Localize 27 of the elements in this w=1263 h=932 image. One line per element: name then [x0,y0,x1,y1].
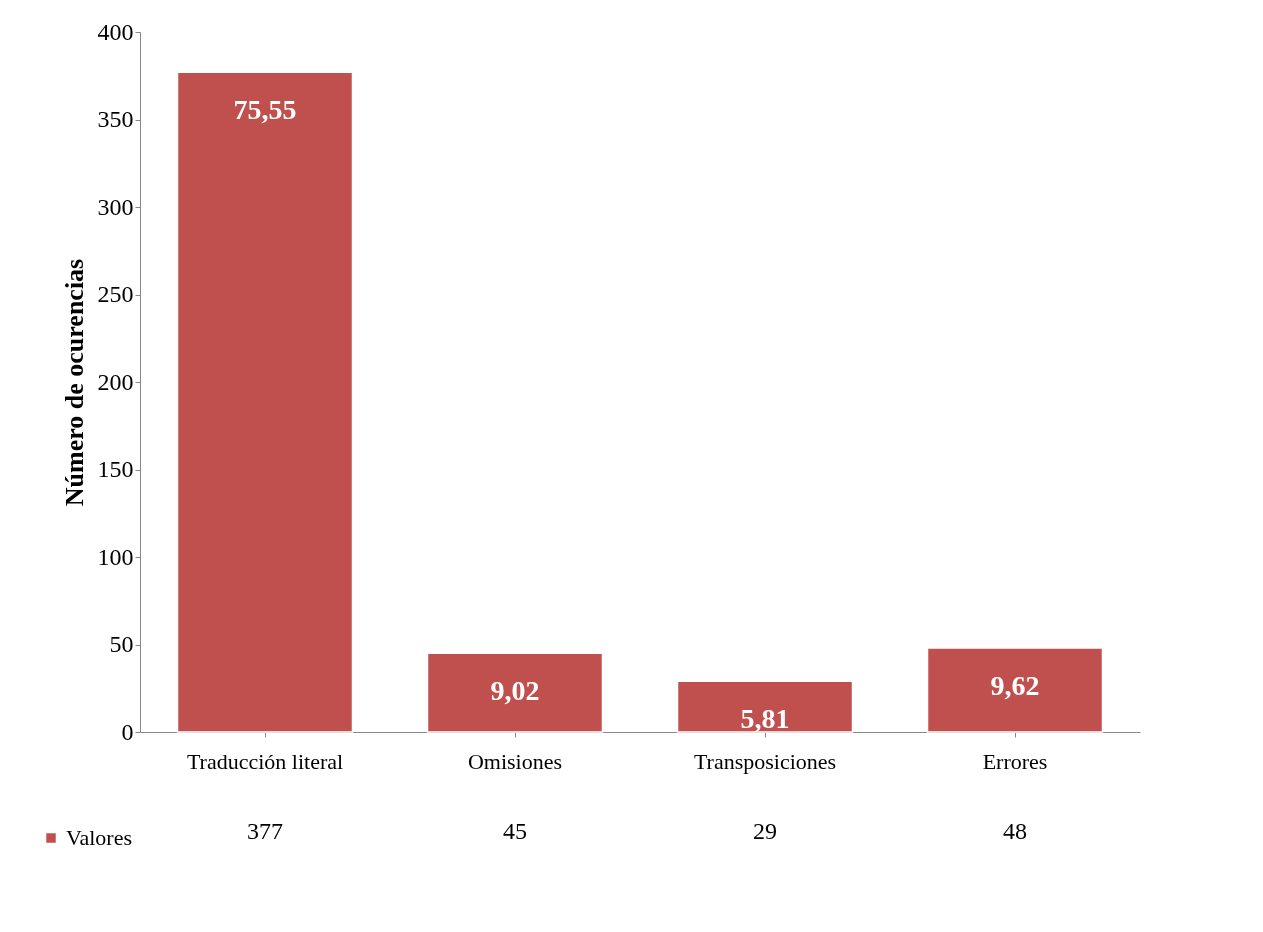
annotation: 9,02 [490,675,540,707]
x-tick-label: Traducción literal [186,748,344,774]
x-tick-label: Omisiones [467,748,563,774]
y-tick-label: 50 [109,631,134,657]
y-tick-label: 200 [97,368,134,395]
y-tick-label: 100 [97,543,134,570]
data-label: 377 [247,818,283,844]
y-tick-label: 250 [97,281,134,307]
annotation: 75,55 [233,94,297,126]
bar [426,652,604,733]
bar [176,71,354,733]
data-label: 29 [753,818,777,844]
legend-label: Valores [66,825,132,850]
y-axis-title: Número de ocurencias [59,258,89,507]
bar [676,680,854,733]
annotation: 9,62 [990,670,1040,701]
y-tick-label: 0 [121,718,134,745]
y-tick-label: 400 [97,18,134,45]
data-label: 48 [1003,818,1027,844]
x-tick-label: Errores [982,748,1048,774]
y-tick-label: 350 [97,106,134,132]
x-tick-label: Transposiciones [693,748,837,774]
bar [926,647,1104,733]
data-label: 45 [503,818,527,844]
y-tick-label: 150 [97,456,134,482]
annotation: 5,81 [740,703,790,735]
y-tick-label: 300 [97,193,134,220]
